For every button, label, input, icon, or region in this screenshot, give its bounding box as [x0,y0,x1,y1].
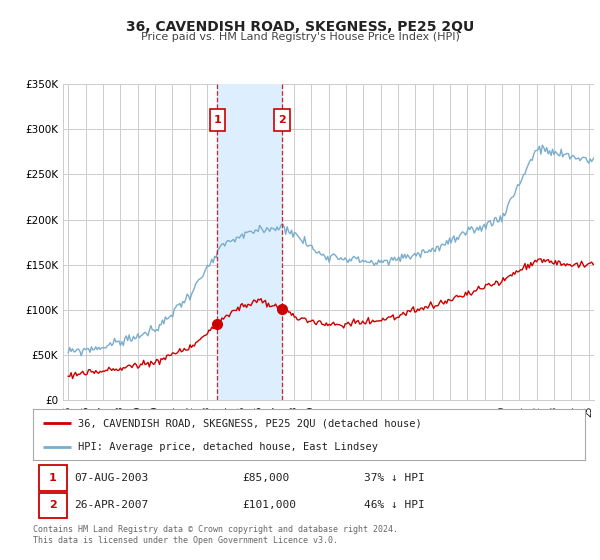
Text: Contains HM Land Registry data © Crown copyright and database right 2024.: Contains HM Land Registry data © Crown c… [33,525,398,534]
FancyBboxPatch shape [39,465,67,491]
Text: This data is licensed under the Open Government Licence v3.0.: This data is licensed under the Open Gov… [33,536,338,545]
Text: 37% ↓ HPI: 37% ↓ HPI [364,473,425,483]
Text: 36, CAVENDISH ROAD, SKEGNESS, PE25 2QU (detached house): 36, CAVENDISH ROAD, SKEGNESS, PE25 2QU (… [78,418,422,428]
Text: 36, CAVENDISH ROAD, SKEGNESS, PE25 2QU: 36, CAVENDISH ROAD, SKEGNESS, PE25 2QU [126,20,474,34]
Text: 2: 2 [49,501,57,511]
FancyBboxPatch shape [39,493,67,519]
Text: £101,000: £101,000 [243,501,297,511]
Text: 46% ↓ HPI: 46% ↓ HPI [364,501,425,511]
Text: 26-APR-2007: 26-APR-2007 [74,501,149,511]
Text: 1: 1 [49,473,57,483]
Bar [217,84,282,400]
FancyBboxPatch shape [209,109,225,131]
Text: 2: 2 [278,115,286,125]
Text: 1: 1 [214,115,221,125]
Text: £85,000: £85,000 [243,473,290,483]
Text: 07-AUG-2003: 07-AUG-2003 [74,473,149,483]
FancyBboxPatch shape [274,109,290,131]
Text: HPI: Average price, detached house, East Lindsey: HPI: Average price, detached house, East… [78,442,378,452]
Text: Price paid vs. HM Land Registry's House Price Index (HPI): Price paid vs. HM Land Registry's House … [140,32,460,43]
